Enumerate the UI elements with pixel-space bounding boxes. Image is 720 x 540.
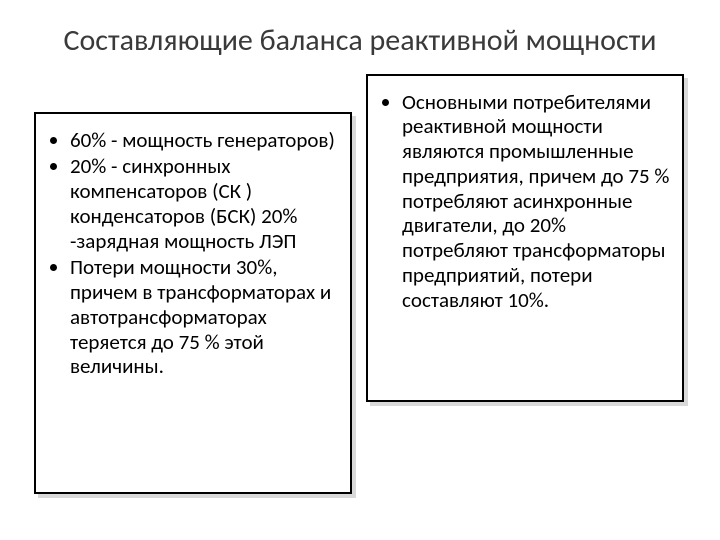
left-bullet-list: 60% - мощность генераторов) 20% - синхро… [48,128,338,380]
list-item: Потери мощности 30%, причем в трансформа… [70,255,338,379]
list-item: 60% - мощность генераторов) [70,128,338,153]
columns-container: 60% - мощность генераторов) 20% - синхро… [30,74,690,494]
right-bullet-list: Основными потребителями реактивной мощно… [380,90,670,313]
slide: Составляющие баланса реактивной мощности… [0,0,720,540]
slide-title: Составляющие баланса реактивной мощности [30,22,690,60]
list-item: Основными потребителями реактивной мощно… [402,90,670,313]
list-item: 20% - синхронных компенсаторов (СК ) кон… [70,154,338,253]
right-box: Основными потребителями реактивной мощно… [366,74,684,402]
left-box: 60% - мощность генераторов) 20% - синхро… [34,112,352,494]
